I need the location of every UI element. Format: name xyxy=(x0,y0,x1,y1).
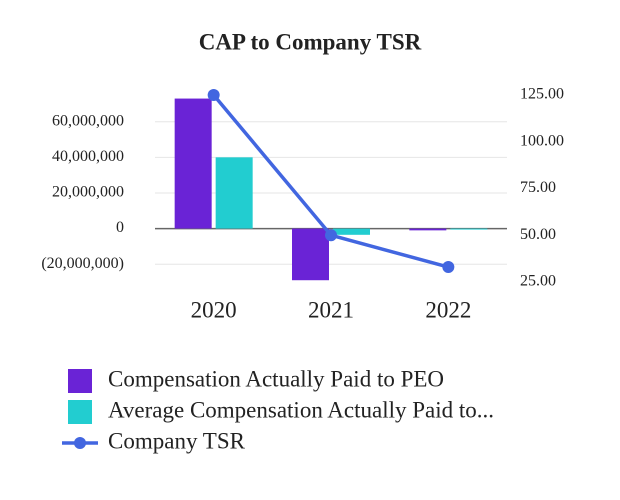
legend-label: Compensation Actually Paid to PEO xyxy=(108,366,444,391)
x-tick-label: 2022 xyxy=(425,297,471,322)
legend-marker xyxy=(74,437,86,449)
y-tick-label: 0 xyxy=(116,219,124,236)
legend-label: Company TSR xyxy=(108,428,246,453)
y2-tick-label: 100.00 xyxy=(520,132,564,149)
line-point xyxy=(207,89,220,101)
bar xyxy=(409,228,447,231)
bar xyxy=(174,98,212,229)
bar xyxy=(450,228,488,230)
y2-tick-label: 75.00 xyxy=(520,179,556,196)
legend-swatch xyxy=(68,369,92,393)
y-tick-label: 60,000,000 xyxy=(52,112,124,129)
y2-tick-label: 50.00 xyxy=(520,226,556,243)
bar xyxy=(333,228,370,235)
y2-tick-label: 25.00 xyxy=(520,273,556,290)
line-point xyxy=(325,229,337,242)
x-tick-label: 2020 xyxy=(191,297,237,322)
legend-swatch xyxy=(68,400,92,424)
legend-label: Average Compensation Actually Paid to... xyxy=(108,397,494,422)
bar xyxy=(292,228,329,281)
bar xyxy=(215,157,253,229)
y2-tick-label: 125.00 xyxy=(520,86,564,103)
line-point xyxy=(442,261,455,274)
y-tick-label: 40,000,000 xyxy=(52,148,124,165)
y-tick-label: (20,000,000) xyxy=(41,255,124,272)
chart-title: CAP to Company TSR xyxy=(199,29,422,54)
x-tick-label: 2021 xyxy=(308,297,354,322)
y-tick-label: 20,000,000 xyxy=(52,184,124,201)
